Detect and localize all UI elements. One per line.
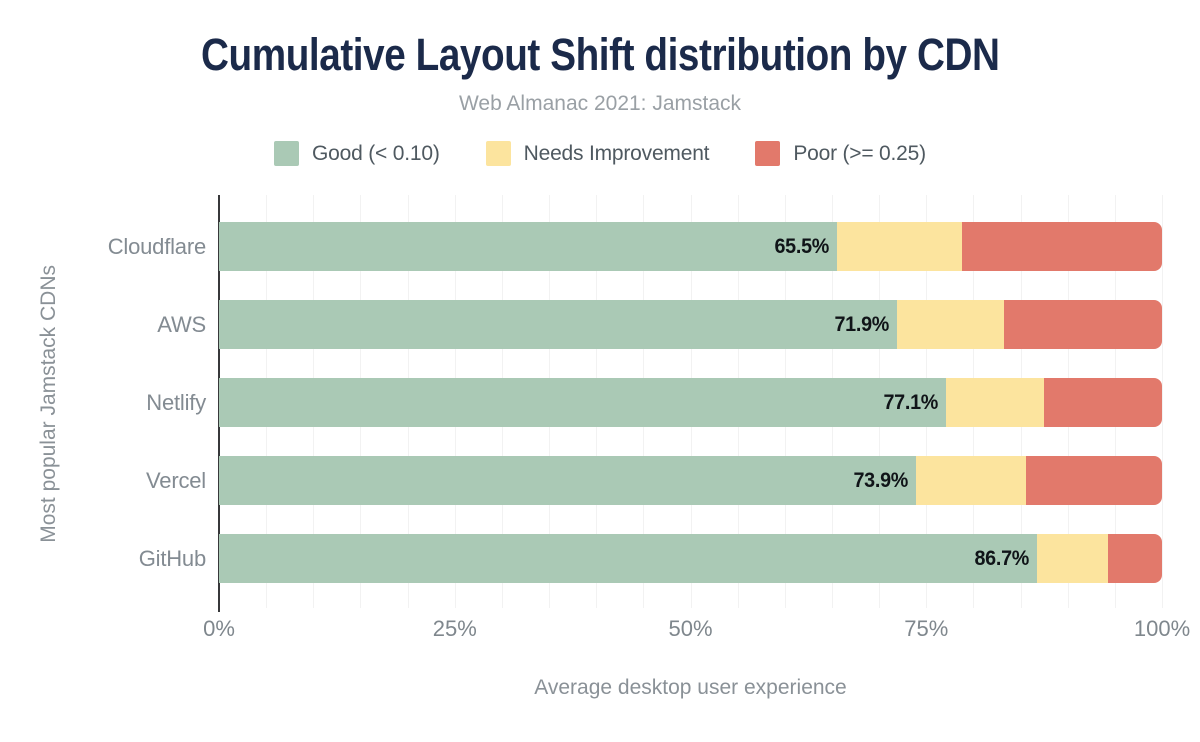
bar-row-aws: 71.9% — [219, 300, 1162, 349]
category-label-cloudflare: Cloudflare — [107, 234, 206, 259]
legend-swatch-good — [274, 141, 300, 166]
category-label-netlify: Netlify — [146, 390, 206, 415]
bar-row-netlify: 77.1% — [219, 378, 1162, 427]
bar-segment-needs-improvement-netlify[interactable] — [946, 378, 1045, 427]
bar-segment-good-cloudflare[interactable]: 65.5% — [219, 222, 837, 271]
category-label-github: GitHub — [138, 546, 206, 571]
legend: Good (< 0.10) Needs Improvement Poor (>= 0… — [0, 141, 1200, 166]
bar-segment-poor-cloudflare[interactable] — [962, 222, 1162, 271]
legend-item-good: Good (< 0.10) — [274, 141, 440, 166]
chart-subtitle: Web Almanac 2021: Jamstack — [458, 92, 742, 115]
bar-row-vercel: 73.9% — [219, 456, 1162, 505]
bar-value-label-netlify: 77.1% — [883, 390, 939, 414]
bar-value-label-vercel: 73.9% — [853, 468, 908, 492]
bar-segment-needs-improvement-github[interactable] — [1036, 534, 1109, 583]
bar-segment-poor-vercel[interactable] — [1026, 456, 1162, 505]
legend-label-needs-improvement: Needs Improvement — [523, 141, 710, 165]
x-axis-title: Average desktop user experience — [534, 676, 847, 699]
legend-item-poor: Poor (>= 0.25) — [755, 141, 926, 166]
x-tick-label-100: 100% — [1133, 616, 1191, 641]
x-tick-label-50: 50% — [668, 616, 713, 641]
bar-segment-good-vercel[interactable]: 73.9% — [219, 456, 916, 505]
legend-swatch-needs-improvement — [485, 141, 511, 166]
bar-segment-poor-netlify[interactable] — [1044, 378, 1162, 427]
legend-item-needs-improvement: Needs Improvement — [485, 141, 710, 166]
category-axis: Cloudflare AWS Netlify Vercel GitHub — [0, 195, 206, 612]
legend-label-poor: Poor (>= 0.25) — [793, 141, 926, 165]
gridline-100 — [1162, 195, 1163, 608]
bar-segment-needs-improvement-cloudflare[interactable] — [836, 222, 963, 271]
bar-segment-good-netlify[interactable]: 77.1% — [219, 378, 947, 427]
legend-swatch-poor — [755, 141, 781, 166]
plot-area: 65.5% 71.9% 77.1% 73.9% 86.7% — [218, 195, 1163, 612]
legend-label-good: Good (< 0.10) — [312, 141, 440, 165]
bar-row-cloudflare: 65.5% — [219, 222, 1162, 271]
chart-title-text: Cumulative Layout Shift distribution by … — [200, 29, 1000, 80]
x-tick-label-75: 75% — [904, 616, 949, 641]
category-label-aws: AWS — [157, 312, 206, 337]
x-tick-label-25: 25% — [432, 616, 477, 641]
x-tick-label-0: 0% — [203, 616, 235, 641]
bar-value-label-aws: 71.9% — [834, 312, 890, 336]
category-label-vercel: Vercel — [146, 468, 206, 493]
bar-segment-needs-improvement-aws[interactable] — [897, 300, 1004, 349]
bar-value-label-cloudflare: 65.5% — [774, 234, 829, 258]
bar-row-github: 86.7% — [219, 534, 1162, 583]
bar-segment-poor-aws[interactable] — [1003, 300, 1162, 349]
x-axis-ticks: 0% 25% 50% 75% 100% — [203, 616, 1190, 644]
bar-segment-good-github[interactable]: 86.7% — [219, 534, 1037, 583]
bar-value-label-github: 86.7% — [974, 546, 1029, 570]
bar-segment-needs-improvement-vercel[interactable] — [915, 456, 1027, 505]
chart-title: Cumulative Layout Shift distribution by … — [0, 30, 1200, 80]
bar-segment-good-aws[interactable]: 71.9% — [219, 300, 898, 349]
bar-segment-poor-github[interactable] — [1108, 534, 1162, 583]
